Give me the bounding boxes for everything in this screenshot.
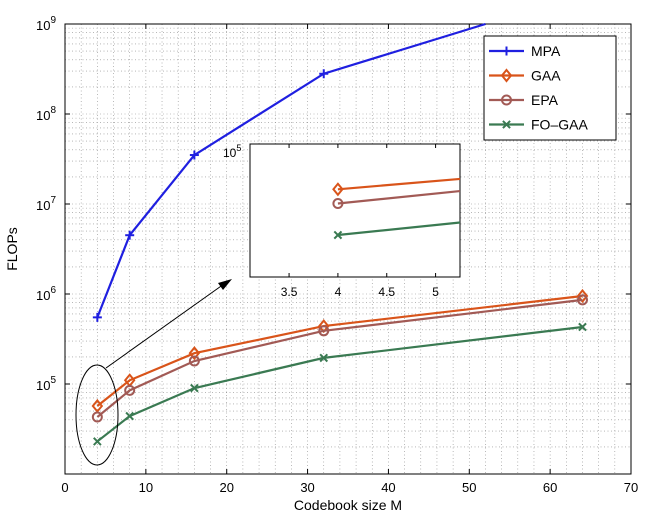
inset-x-tick-label: 4.5 <box>378 285 395 299</box>
zoom-region-ellipse <box>75 364 119 466</box>
y-tick-label: 108 <box>36 105 56 123</box>
y-tick-label-exponent: 6 <box>50 285 56 296</box>
inset-series-fo-gaa <box>333 221 461 240</box>
diamond-marker <box>188 346 201 361</box>
plus-marker <box>92 312 102 322</box>
inset-series-line <box>337 189 461 205</box>
circle-marker <box>576 294 588 306</box>
y-tick-label-exponent: 5 <box>50 375 56 386</box>
inset-series-epa <box>332 189 461 209</box>
y-tick-label: 105 <box>36 375 56 393</box>
series-epa <box>91 294 588 423</box>
y-tick-label-base: 10 <box>36 198 50 213</box>
legend-label: GAA <box>531 68 561 84</box>
main-series-layer <box>91 22 589 446</box>
zoom-arrow-line <box>105 283 225 369</box>
x-marker <box>319 353 329 363</box>
x-marker <box>578 322 587 332</box>
inset-series-gaa <box>332 177 461 197</box>
circle-marker <box>332 197 344 209</box>
series-mpa <box>92 22 486 322</box>
series-line <box>96 298 583 418</box>
inset-y-tick-label: 105 <box>223 143 241 160</box>
x-tick-label: 0 <box>61 480 68 495</box>
y-tick-label: 109 <box>36 15 56 33</box>
marker-stroke <box>502 120 511 129</box>
plus-marker <box>189 150 199 160</box>
legend-items: MPA GAA EPA FO–GAA <box>489 43 588 133</box>
inset-background <box>249 143 461 278</box>
zoom-arrow-head <box>218 279 232 290</box>
plus-marker <box>125 230 135 240</box>
y-tick-label: 107 <box>36 195 56 213</box>
circle-marker <box>124 384 136 396</box>
legend: MPA GAA EPA FO–GAA <box>483 35 617 141</box>
y-tick-label-base: 10 <box>36 288 50 303</box>
legend-label: MPA <box>531 43 561 59</box>
legend-entry-epa: EPA <box>489 92 559 108</box>
diamond-marker <box>91 398 104 414</box>
marker-stroke <box>333 230 343 240</box>
y-tick-label-base: 10 <box>36 378 50 393</box>
legend-label: FO–GAA <box>531 117 588 133</box>
inset-y-tick-label-exponent: 5 <box>236 143 241 153</box>
y-tick-label-base: 10 <box>36 18 50 33</box>
inset-x-tick-label: 4 <box>335 285 342 299</box>
diamond-marker <box>576 288 589 304</box>
legend-entry-mpa: MPA <box>489 43 561 59</box>
marker-stroke <box>319 353 329 363</box>
y-axis-label: FLOPs <box>4 227 20 271</box>
y-tick-label-exponent: 9 <box>50 15 56 26</box>
legend-entry-gaa: GAA <box>489 68 561 84</box>
marker-stroke <box>93 437 102 446</box>
diamond-marker <box>500 68 513 83</box>
y-tick-label-exponent: 8 <box>50 105 56 116</box>
x-tick-label: 10 <box>139 480 153 495</box>
circle-marker <box>501 94 512 106</box>
inset-x-tick-label: 3.5 <box>281 285 298 299</box>
inset-y-tick-label-base: 10 <box>223 146 237 160</box>
x-tick-label: 20 <box>219 480 233 495</box>
circle-marker <box>318 325 330 337</box>
series-line <box>96 294 583 407</box>
y-tick-label-exponent: 7 <box>50 195 56 206</box>
marker-stroke <box>125 411 134 421</box>
legend-entry-fo-gaa: FO–GAA <box>489 117 588 133</box>
plus-marker <box>502 46 511 56</box>
x-tick-label: 30 <box>300 480 314 495</box>
y-tick-label-base: 10 <box>36 108 50 123</box>
x-axis-label: Codebook size M <box>294 497 402 513</box>
plus-marker <box>319 69 329 79</box>
diamond-marker <box>332 182 344 197</box>
marker-stroke <box>578 322 587 332</box>
circle-marker <box>91 411 103 423</box>
main-plot-frame <box>64 23 632 475</box>
x-marker <box>93 437 102 446</box>
x-tick-label: 60 <box>543 480 557 495</box>
x-marker <box>125 411 134 421</box>
x-tick-label: 50 <box>462 480 476 495</box>
inset-series-line <box>337 221 461 237</box>
legend-label: EPA <box>531 92 559 108</box>
x-marker <box>190 383 199 393</box>
inset-series-line <box>337 177 461 191</box>
x-tick-label: 40 <box>381 480 395 495</box>
inset-x-tick-label: 5 <box>432 285 439 299</box>
series-fo-gaa <box>93 322 587 446</box>
circle-marker <box>188 355 200 367</box>
x-marker <box>333 230 343 240</box>
x-marker <box>502 120 511 129</box>
marker-stroke <box>190 383 199 393</box>
x-tick-label: 70 <box>624 480 638 495</box>
y-tick-label: 106 <box>36 285 56 303</box>
